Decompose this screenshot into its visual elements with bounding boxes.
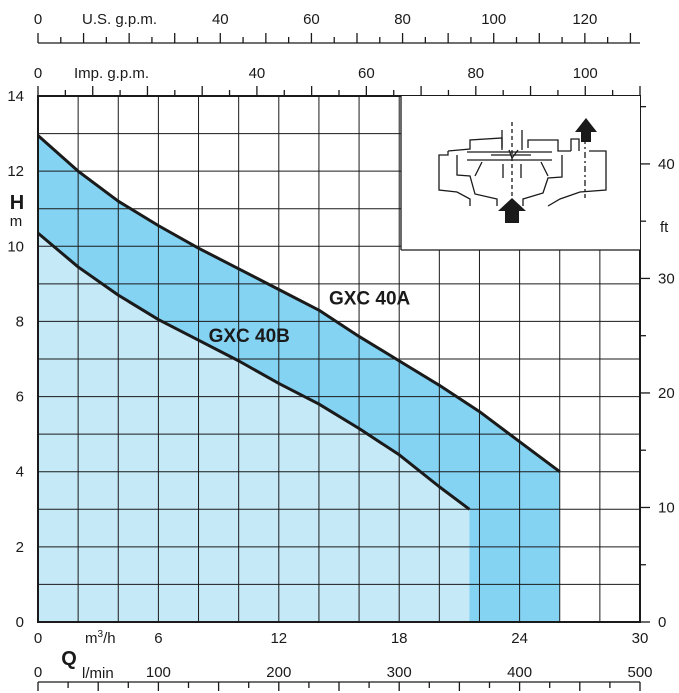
lmin-tick-label: 0: [34, 664, 42, 681]
lmin-axis-label: l/min: [82, 665, 114, 682]
x-tick-label: 6: [154, 630, 162, 647]
x-tick-label: 24: [511, 630, 528, 647]
lmin-tick-label: 100: [146, 664, 171, 681]
imp-gpm-tick-label: 80: [467, 65, 484, 82]
x-axis-title: Q: [61, 648, 77, 670]
imp-gpm-axis-label: Imp. g.p.m.: [74, 65, 149, 82]
us-gpm-tick-label: 0: [34, 11, 42, 28]
lmin-tick-label: 300: [387, 664, 412, 681]
y-tick-label: 8: [16, 313, 24, 330]
us-gpm-tick-label: 120: [572, 11, 597, 28]
lmin-tick-label: 500: [627, 664, 652, 681]
y-axis-unit: m: [10, 213, 23, 230]
curve-lines: [37, 134, 561, 511]
ft-tick-label: 40: [658, 156, 675, 173]
lmin-tick-label: 200: [266, 664, 291, 681]
imp-gpm-tick-label: 100: [573, 65, 598, 82]
us-gpm-tick-label: 80: [394, 11, 411, 28]
y-tick-label: 14: [7, 88, 24, 105]
imp-gpm-tick-label: 0: [34, 65, 42, 82]
us-gpm-axis-label: U.S. g.p.m.: [82, 11, 157, 28]
pump-cross-section-icon: [400, 96, 640, 251]
x-tick-label: 18: [391, 630, 408, 647]
series-label-gxc-40b: GXC 40B: [209, 326, 290, 347]
ft-tick-label: 30: [658, 270, 675, 287]
us-gpm-tick-label: 40: [212, 11, 229, 28]
y-tick-label: 10: [7, 238, 24, 255]
curve-gxc-40b: [37, 231, 471, 511]
imp-gpm-tick-label: 60: [358, 65, 375, 82]
ft-tick-label: 10: [658, 499, 675, 516]
curve-gxc-40a: [37, 134, 561, 473]
x-tick-label: 0: [34, 630, 42, 647]
us-gpm-tick-label: 60: [303, 11, 320, 28]
x-tick-label: 30: [632, 630, 649, 647]
ft-axis-label: ft: [660, 219, 669, 236]
fill-area-gxc-40b: [38, 233, 470, 622]
y-tick-label: 2: [16, 539, 24, 556]
ft-tick-label: 20: [658, 385, 675, 402]
series-label-gxc-40a: GXC 40A: [329, 289, 411, 310]
y-axis-title: H: [10, 192, 24, 214]
imp-gpm-tick-label: 40: [249, 65, 266, 82]
curve-fills: [38, 135, 560, 622]
lmin-tick-label: 400: [507, 664, 532, 681]
y-tick-label: 12: [7, 163, 24, 180]
y-tick-label: 4: [16, 464, 24, 481]
y-tick-label: 6: [16, 389, 24, 406]
us-gpm-tick-label: 100: [481, 11, 506, 28]
x-axis-unit: m3/h: [85, 629, 116, 647]
axes: [37, 33, 650, 691]
ft-tick-label: 0: [658, 614, 666, 631]
x-tick-label: 12: [270, 630, 287, 647]
y-tick-label: 0: [16, 614, 24, 631]
